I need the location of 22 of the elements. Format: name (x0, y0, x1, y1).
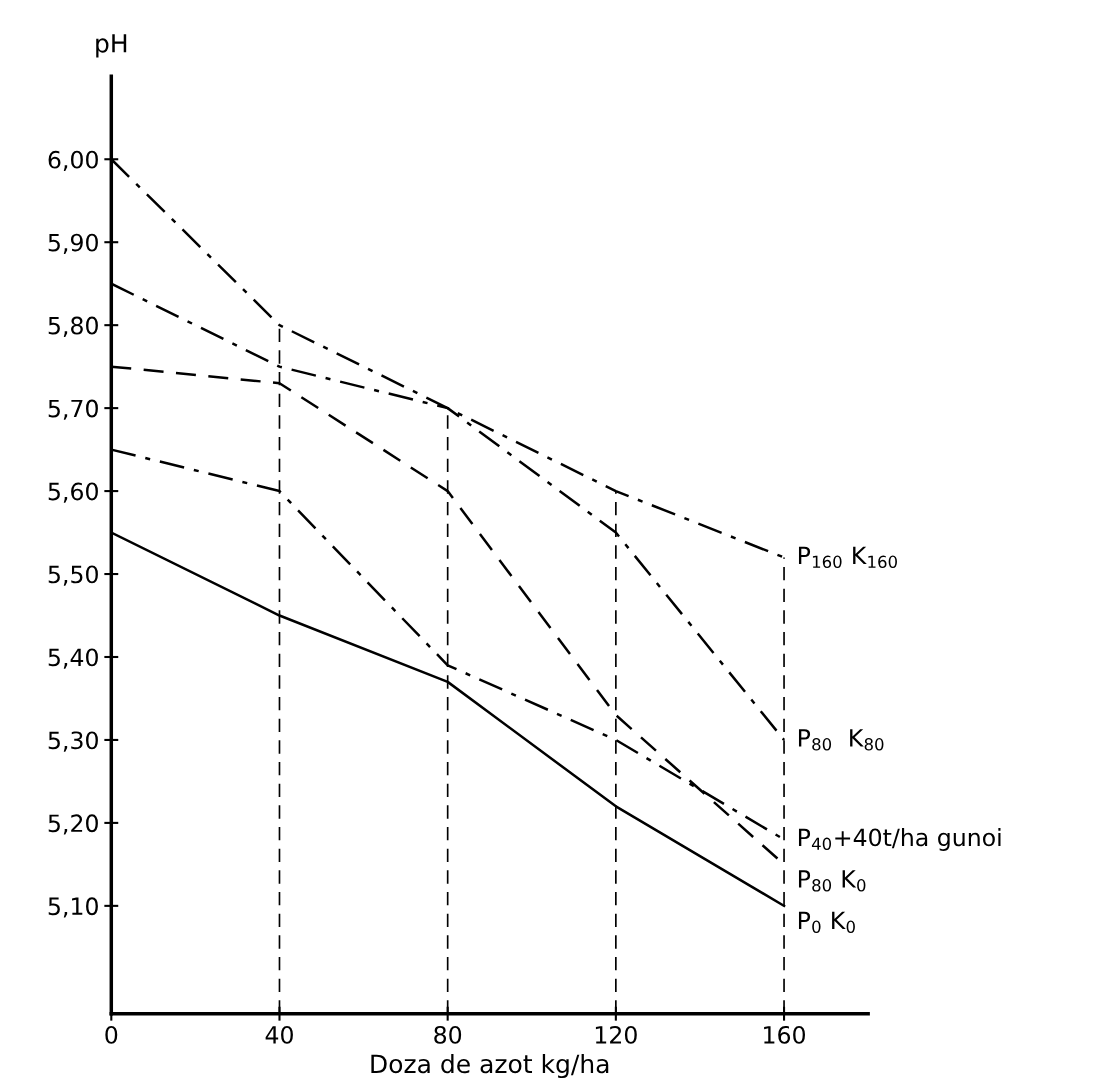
series-label: P$_{0}$ K$_{0}$ (798, 911, 855, 934)
x-tick-label: 40 (265, 1025, 293, 1044)
x-tick-label: 160 (764, 1025, 806, 1044)
y-tick-label: 5,40 (48, 648, 98, 669)
y-tick-label: 5,10 (48, 897, 98, 918)
series-label: P$_{40}$+40t/ha gunoi (798, 828, 1001, 851)
x-tick-label: 80 (434, 1025, 462, 1044)
y-tick-label: 5,50 (48, 565, 98, 586)
y-tick-label: 5,20 (48, 814, 98, 835)
y-tick-label: 5,60 (48, 482, 98, 503)
x-axis-title: Doza de azot kg/ha (371, 1053, 609, 1079)
y-tick-label: 5,80 (48, 316, 98, 337)
series-label: P$_{80}$ K$_{80}$ (798, 729, 884, 751)
series-label: P$_{80}$ K$_{0}$ (798, 870, 866, 892)
y-tick-label: 5,70 (48, 399, 98, 420)
y-axis-title: pH (96, 34, 127, 58)
y-tick-label: 5,30 (48, 731, 98, 752)
y-tick-label: 5,90 (48, 233, 98, 254)
y-tick-label: 6,00 (48, 150, 98, 171)
x-tick-label: 120 (595, 1025, 637, 1044)
series-label: P$_{160}$ K$_{160}$ (798, 546, 897, 569)
x-tick-label: 0 (105, 1025, 118, 1044)
